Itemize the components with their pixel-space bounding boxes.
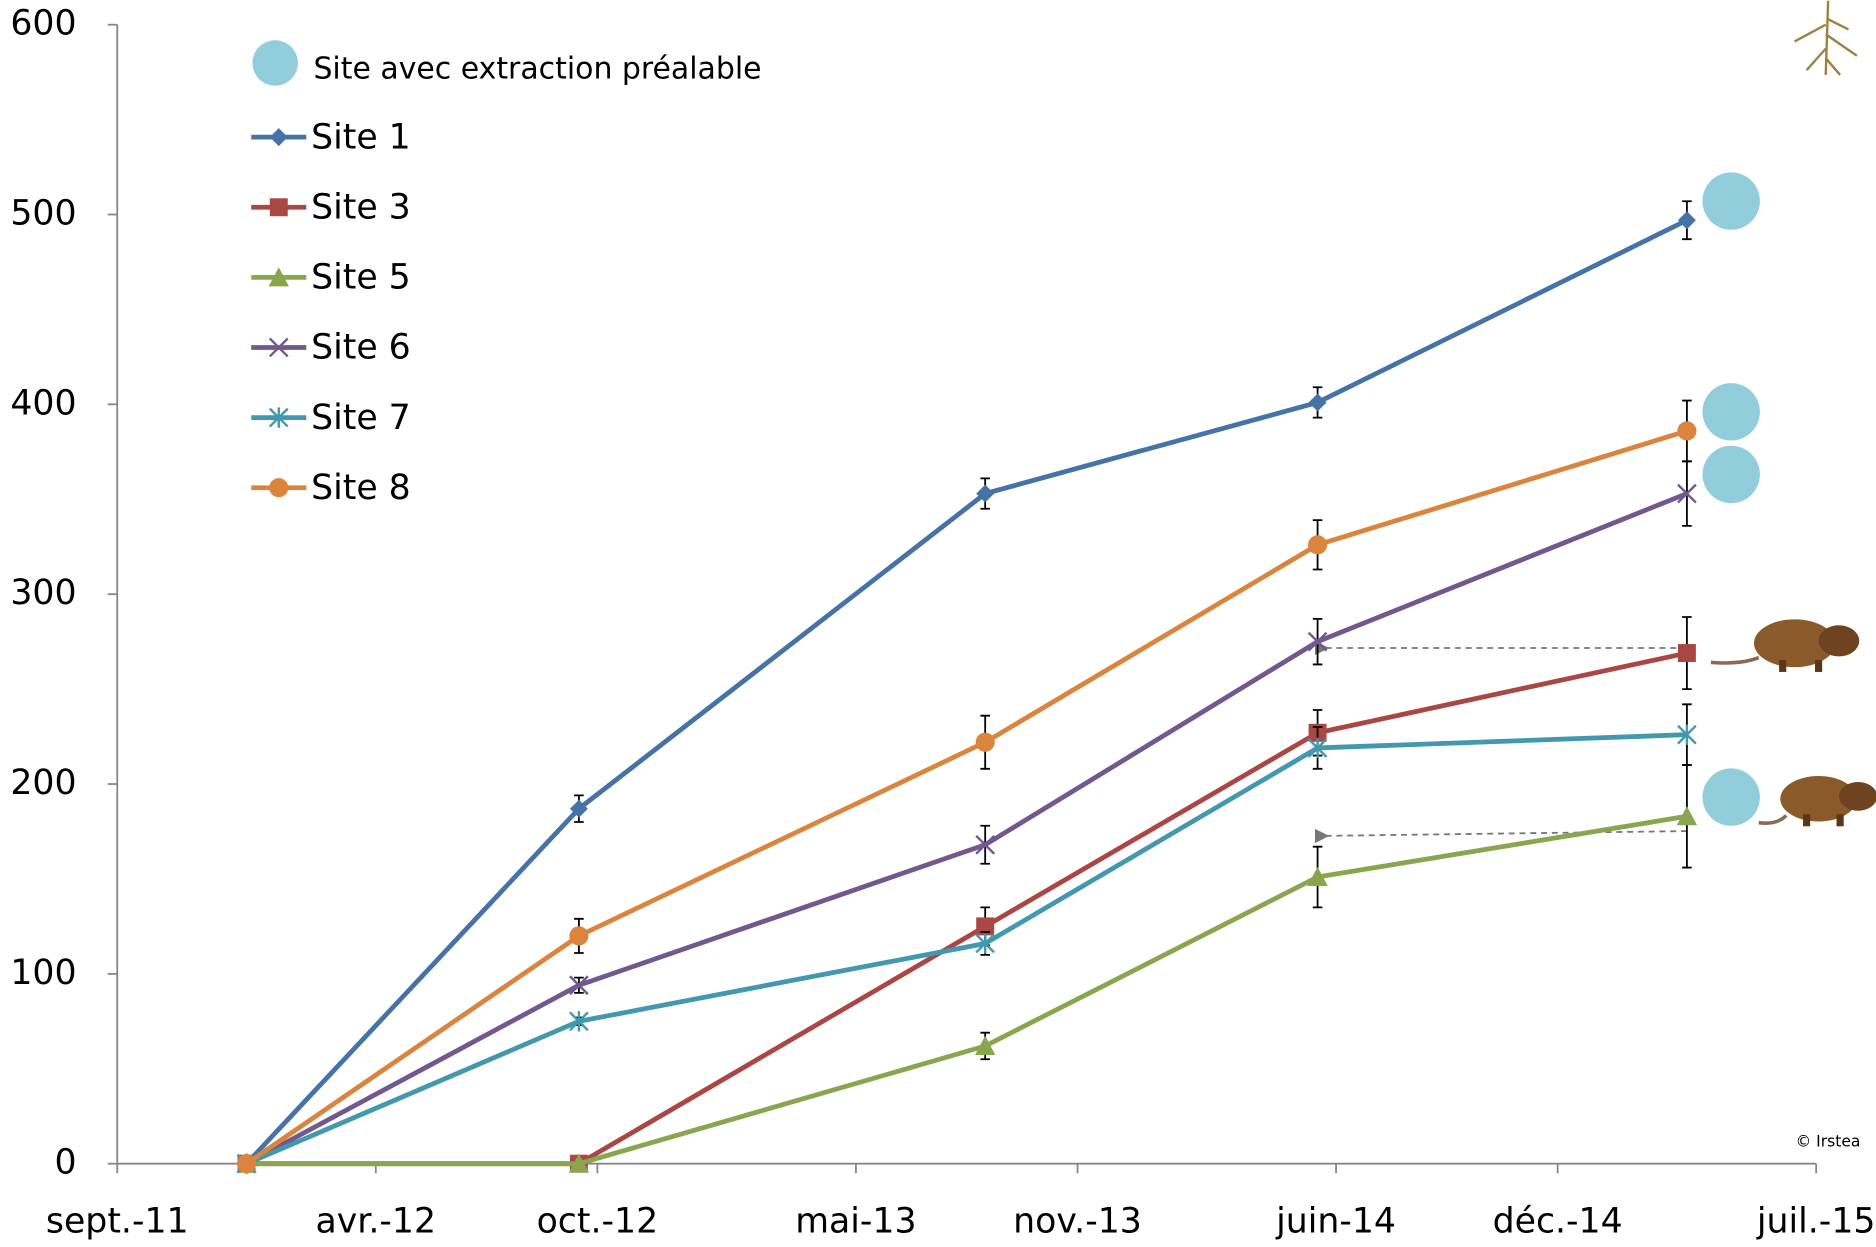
legend-label: Site 7 <box>311 398 411 438</box>
marker <box>1677 421 1697 441</box>
marker <box>268 337 289 358</box>
marker <box>569 926 589 946</box>
series-line <box>245 732 1688 1166</box>
y-tick-label: 100 <box>10 953 76 993</box>
marker <box>1307 631 1328 652</box>
y-tick-label: 600 <box>10 4 76 44</box>
marker <box>1307 866 1328 887</box>
series-line <box>246 813 1688 1167</box>
series-line <box>244 218 1688 1166</box>
legend-label: Site avec extraction préalable <box>313 52 761 87</box>
marker <box>1677 724 1697 745</box>
extraction-marker <box>1702 383 1760 441</box>
x-tick-label: juin-14 <box>1275 1201 1396 1241</box>
marker <box>269 478 289 498</box>
marker <box>269 128 288 147</box>
marker <box>1676 806 1698 826</box>
y-tick-label: 500 <box>10 194 76 234</box>
marker <box>975 732 995 752</box>
marker <box>1308 535 1328 555</box>
y-tick-label: 400 <box>10 383 76 423</box>
y-tick-label: 300 <box>10 573 76 613</box>
legend-label: Site 6 <box>311 328 411 368</box>
credit: © Irstea <box>1796 1133 1861 1151</box>
x-tick-label: oct.-12 <box>537 1201 659 1241</box>
legend-label: Site 1 <box>311 117 411 157</box>
marker <box>236 1154 257 1174</box>
x-tick-label: mai-13 <box>795 1201 916 1241</box>
series <box>236 764 1760 1173</box>
legend: Site avec extraction préalable Site 1 Site… <box>251 40 762 508</box>
marker <box>1677 211 1696 230</box>
marker <box>1677 644 1696 663</box>
series-line <box>246 650 1688 1167</box>
legend-swatch <box>252 40 298 86</box>
legend-label: Site 8 <box>311 468 411 508</box>
marker <box>568 1153 590 1173</box>
nutria-icon <box>1758 776 1876 827</box>
extraction-marker <box>1702 768 1760 826</box>
legend-label: Site 3 <box>311 187 411 227</box>
y-tick-label: 0 <box>54 1143 76 1183</box>
x-tick-label: nov.-13 <box>1013 1201 1142 1241</box>
series <box>236 445 1760 1174</box>
marker <box>975 933 996 954</box>
marker <box>1308 393 1327 412</box>
marker <box>1307 737 1328 759</box>
nutria-icon <box>1710 619 1860 672</box>
series <box>237 616 1696 1173</box>
series <box>237 172 1760 1173</box>
series <box>236 383 1760 1174</box>
marker <box>569 975 589 996</box>
decorations <box>1314 0 1876 844</box>
legend-label: Site 5 <box>311 258 411 298</box>
marker <box>268 407 289 428</box>
marker <box>975 834 996 855</box>
x-tick-label: sept.-11 <box>46 1201 189 1241</box>
marker <box>268 267 289 287</box>
x-tick-label: avr.-12 <box>316 1201 437 1241</box>
x-tick-label: juil.-15 <box>1756 1201 1876 1241</box>
marker <box>269 198 288 217</box>
series-line <box>245 491 1688 1166</box>
x-tick-label: déc.-14 <box>1493 1201 1623 1241</box>
y-tick-label: 200 <box>10 763 76 803</box>
root-icon <box>1794 0 1858 76</box>
marker <box>1677 483 1697 504</box>
marker <box>975 1035 996 1055</box>
marker <box>569 1011 589 1032</box>
marker <box>976 917 995 936</box>
arrow <box>1314 828 1687 844</box>
extraction-marker <box>1702 172 1760 230</box>
extraction-marker <box>1702 445 1760 504</box>
